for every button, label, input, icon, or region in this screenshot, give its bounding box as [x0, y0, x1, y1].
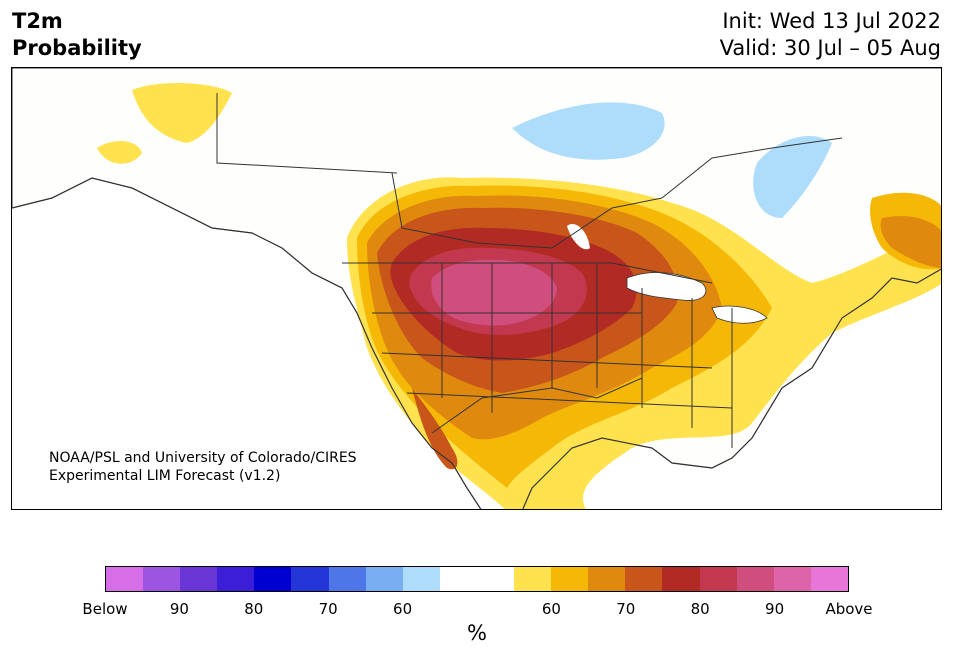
- colorbar-tick-label: Below: [82, 600, 128, 618]
- colorbar-swatch: [402, 567, 440, 591]
- colorbar-swatch: [551, 567, 589, 591]
- colorbar-swatch: [365, 567, 403, 591]
- title-line-1: T2m: [12, 9, 63, 33]
- colorbar-tick-label: 60: [393, 600, 413, 618]
- colorbar-tick-label: Above: [825, 600, 873, 618]
- credit-line-2: Experimental LIM Forecast (v1.2): [49, 468, 281, 484]
- probability-map: [12, 68, 941, 509]
- colorbar-swatch: [217, 567, 255, 591]
- prob-80-ne-patch: [880, 216, 941, 268]
- valid-dates: Valid: 30 Jul – 05 Aug: [719, 36, 941, 60]
- colorbar-swatch: [810, 567, 848, 591]
- colorbar-swatch: [476, 567, 515, 591]
- colorbar-swatch: [439, 567, 477, 591]
- quebec-blue-patch: [753, 135, 832, 218]
- colorbar-tick-label: 70: [616, 600, 636, 618]
- credit-line-1: NOAA/PSL and University of Colorado/CIRE…: [49, 450, 357, 466]
- colorbar-tick-label: 80: [690, 600, 710, 618]
- map-title: T2m Probability: [12, 8, 142, 62]
- colorbar-tick-label: 70: [318, 600, 338, 618]
- colorbar-swatch: [773, 567, 811, 591]
- init-date: Init: Wed 13 Jul 2022: [722, 9, 941, 33]
- colorbar-swatch: [736, 567, 774, 591]
- colorbar-unit: %: [467, 621, 487, 645]
- colorbar-swatch: [514, 567, 552, 591]
- colorbar-swatch: [291, 567, 329, 591]
- attribution-credit: NOAA/PSL and University of Colorado/CIRE…: [49, 449, 357, 485]
- lake-winnipeg: [567, 224, 590, 250]
- colorbar-tick-label: 80: [244, 600, 264, 618]
- colorbar-swatch: [588, 567, 626, 591]
- political-boundaries: [216, 93, 843, 448]
- colorbar-tick-label: 90: [169, 600, 189, 618]
- colorbar-swatch: [143, 567, 181, 591]
- colorbar-swatch: [699, 567, 737, 591]
- alaska-yellow-patch: [132, 82, 232, 143]
- prob-above-core-2: [431, 259, 557, 326]
- colorbar-swatch: [254, 567, 292, 591]
- title-line-2: Probability: [12, 36, 142, 60]
- colorbar-tick-label: 60: [541, 600, 561, 618]
- mexico-orange-band: [412, 388, 458, 470]
- colorbar-swatch: [328, 567, 366, 591]
- colorbar-swatch: [180, 567, 218, 591]
- hudson-blue-patch: [512, 102, 665, 160]
- colorbar-tick-label: 90: [765, 600, 785, 618]
- coastline-outline: [12, 177, 941, 509]
- forecast-dates: Init: Wed 13 Jul 2022 Valid: 30 Jul – 05…: [720, 8, 941, 62]
- map-panel: [11, 67, 942, 510]
- alaska-yellow-patch-2: [97, 141, 142, 164]
- colorbar-swatch: [625, 567, 663, 591]
- colorbar-swatch: [662, 567, 700, 591]
- colorbar-legend: [105, 566, 849, 592]
- colorbar-swatch: [106, 567, 144, 591]
